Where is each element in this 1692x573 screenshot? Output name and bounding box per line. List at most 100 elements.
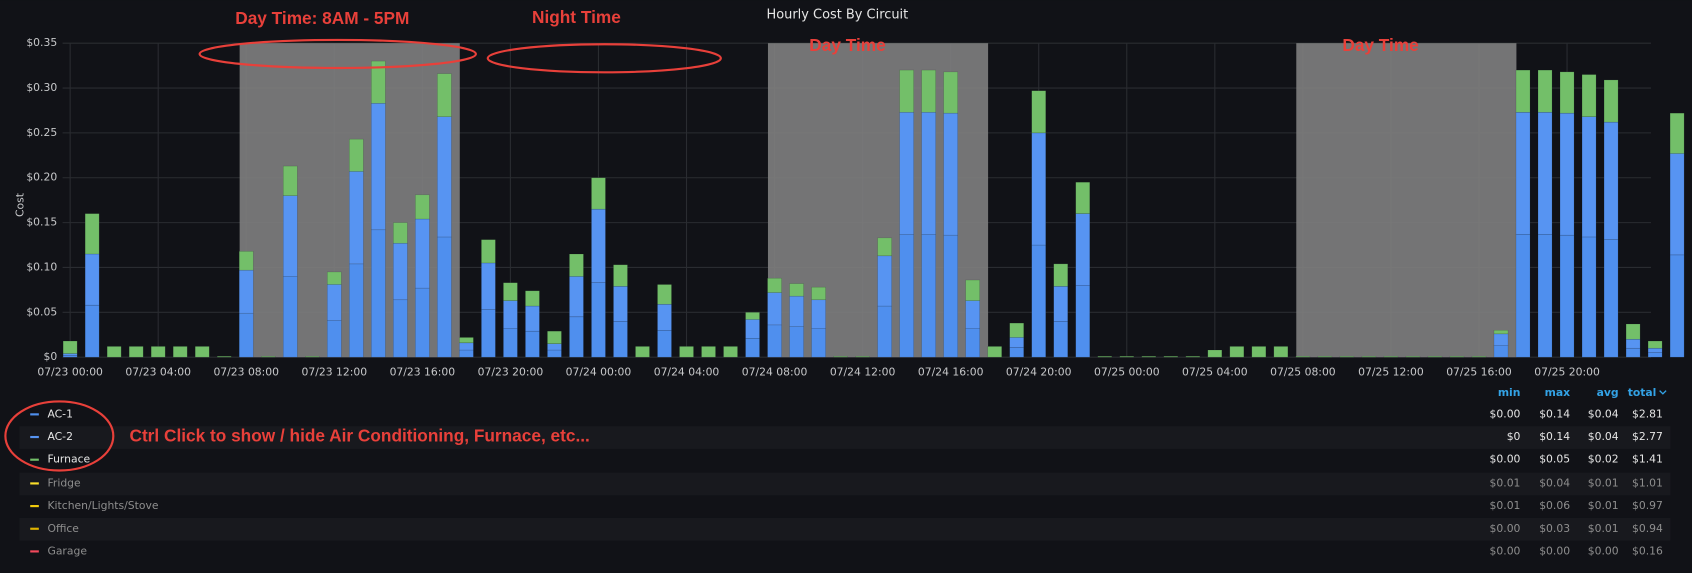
bar-segment xyxy=(327,271,342,285)
bar-segment xyxy=(1251,346,1267,358)
legend-table: min max avg total AC-1 $0.00 $0.14 $0.04 $2.81 AC… xyxy=(19,386,1671,557)
bar-segment xyxy=(547,343,562,351)
bar-segment xyxy=(260,356,276,358)
panel-title: Hourly Cost By Circuit xyxy=(767,8,909,23)
bar-segment xyxy=(965,300,980,329)
bar-segment xyxy=(877,305,892,358)
legend-name[interactable]: Kitchen/Lights/Stove xyxy=(47,499,158,512)
legend-stat: $0.00 xyxy=(1539,544,1570,557)
bar-segment xyxy=(965,279,980,301)
legend-column-header: min xyxy=(1498,386,1521,399)
legend-stat: $0.01 xyxy=(1588,499,1619,512)
bar-segment xyxy=(657,329,672,358)
bar-segment xyxy=(613,286,628,322)
x-tick-label: 07/23 04:00 xyxy=(125,365,191,378)
bar-segment xyxy=(459,337,474,344)
bar-segment xyxy=(943,112,958,236)
y-tick-label: $0.10 xyxy=(26,260,57,273)
annotation: Night Time xyxy=(532,7,621,27)
legend-stat: $0.00 xyxy=(1490,544,1521,557)
bar-segment xyxy=(106,346,122,358)
bar-segment xyxy=(1603,79,1619,123)
bar-segment xyxy=(877,255,892,307)
sort-icon xyxy=(1659,390,1667,395)
bar-segment xyxy=(1471,356,1487,358)
bar-segment xyxy=(327,284,342,321)
legend-stat: $1.41 xyxy=(1632,453,1663,466)
bar-segment xyxy=(921,233,936,358)
bar-segment xyxy=(811,299,826,329)
legend-column-header: max xyxy=(1545,386,1571,399)
y-tick-label: $0.25 xyxy=(26,126,57,139)
bar-segment xyxy=(282,195,298,277)
legend-stat: $0.05 xyxy=(1539,453,1570,466)
bar-segment xyxy=(1603,121,1619,240)
bar-segment xyxy=(1669,254,1685,358)
bar-segment xyxy=(723,346,738,358)
legend-stat: $0.94 xyxy=(1632,522,1663,535)
bars xyxy=(62,60,1692,358)
bar-segment xyxy=(591,177,606,210)
bar-segment xyxy=(481,309,496,358)
bar-segment xyxy=(679,346,694,358)
bar-segment xyxy=(1647,340,1663,349)
legend-stat: $0.01 xyxy=(1588,522,1619,535)
bar-segment xyxy=(745,319,760,339)
legend-name[interactable]: Fridge xyxy=(47,476,81,489)
legend-row-background xyxy=(19,426,1671,449)
bar-segment xyxy=(1031,244,1047,358)
bar-segment xyxy=(1625,338,1641,349)
bar-segment xyxy=(1119,356,1135,358)
bar-segment xyxy=(1009,347,1024,358)
bar-segment xyxy=(1075,285,1091,358)
bar-segment xyxy=(833,356,848,358)
bar-segment xyxy=(657,284,672,305)
legend-name[interactable]: Office xyxy=(47,522,79,535)
bar-segment xyxy=(899,69,914,113)
bar-segment xyxy=(393,222,408,244)
annotation-ellipse xyxy=(486,43,722,74)
annotation: Day Time xyxy=(1342,35,1418,55)
legend-name[interactable]: Garage xyxy=(47,544,87,557)
legend-name[interactable]: AC-2 xyxy=(47,430,72,443)
legend-name[interactable]: AC-1 xyxy=(47,407,72,420)
bar-segment xyxy=(371,229,386,358)
legend-stat: $0.00 xyxy=(1490,453,1521,466)
legend-stat: $0.00 xyxy=(1588,544,1619,557)
x-tick-label: 07/24 04:00 xyxy=(654,365,720,378)
bar-segment xyxy=(1405,356,1421,358)
legend-stat: $0 xyxy=(1507,430,1521,443)
bar-segment xyxy=(1669,153,1685,256)
x-tick-label: 07/24 16:00 xyxy=(918,365,984,378)
bar-segment xyxy=(1515,233,1531,358)
bar-segment xyxy=(415,194,430,220)
x-tick-label: 07/25 00:00 xyxy=(1094,365,1160,378)
bar-segment xyxy=(745,338,760,358)
bar-segment xyxy=(437,116,452,238)
bar-segment xyxy=(1273,346,1289,358)
x-tick-label: 07/24 00:00 xyxy=(566,365,632,378)
bar-segment xyxy=(811,286,826,301)
bar-segment xyxy=(503,328,518,358)
legend-stat: $0.04 xyxy=(1588,430,1619,443)
bar-segment xyxy=(128,346,144,358)
bar-segment xyxy=(1669,112,1685,154)
annotation: Ctrl Click to show / hide Air Conditioni… xyxy=(129,426,589,446)
bar-segment xyxy=(1559,112,1575,236)
bar-segment xyxy=(481,239,496,264)
legend-name[interactable]: Furnace xyxy=(47,453,90,466)
x-tick-label: 07/24 08:00 xyxy=(742,365,808,378)
legend-stat: $0.01 xyxy=(1588,476,1619,489)
bar-segment xyxy=(1625,347,1641,358)
bar-segment xyxy=(1053,286,1069,322)
bar-segment xyxy=(459,342,474,351)
bar-segment xyxy=(547,330,562,344)
bar-segment xyxy=(1515,111,1531,235)
annotation: Day Time xyxy=(809,35,885,55)
legend-row-background xyxy=(19,472,1671,496)
bar-segment xyxy=(393,299,408,358)
y-axis-label: Cost xyxy=(14,193,27,217)
y-tick-label: $0.35 xyxy=(26,36,57,49)
bar-segment xyxy=(84,304,100,358)
